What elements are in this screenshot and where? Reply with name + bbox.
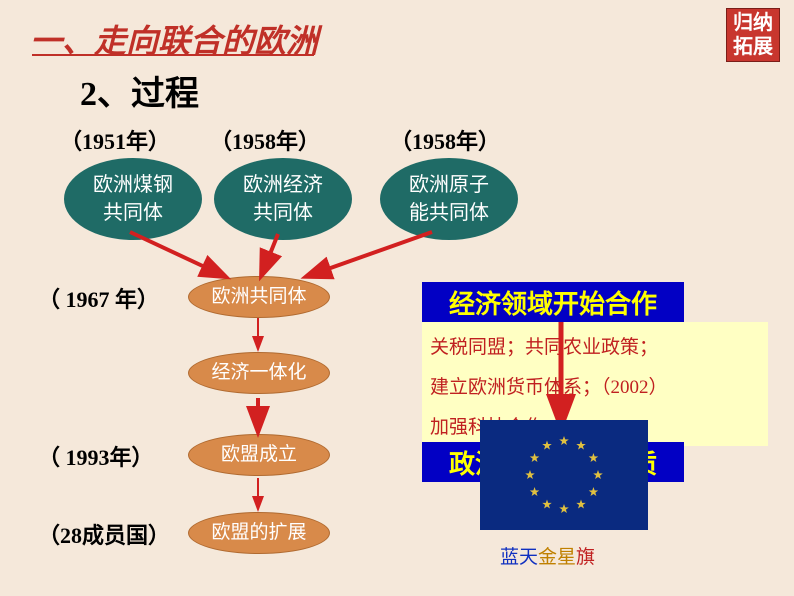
caption-gold: 金星 [538, 547, 576, 568]
node-label: 欧洲共同体 [211, 284, 306, 311]
year-members: （28成员国） [38, 518, 170, 550]
node-label: 欧盟成立 [221, 442, 297, 469]
subtitle: 2、过程 [80, 66, 199, 115]
year-1967: （ 1967 年） [38, 282, 159, 314]
caption-red: 旗 [576, 547, 595, 568]
node-label: 欧洲原子 能共同体 [409, 171, 489, 227]
node-eu-expand: 欧盟的扩展 [188, 512, 330, 554]
node-coal-steel: 欧洲煤钢 共同体 [64, 158, 202, 240]
flag-caption: 蓝天金星旗 [500, 542, 595, 569]
bar-label: 经济领域开始合作 [449, 284, 657, 321]
bar-economic-cooperation: 经济领域开始合作 [422, 282, 684, 322]
year-1958a: （1958年） [210, 124, 320, 156]
title-underline [32, 54, 314, 56]
node-label: 欧洲经济 共同体 [243, 171, 323, 227]
year-1993: （ 1993年） [38, 440, 154, 472]
caption-blue: 蓝天 [500, 547, 538, 568]
year-1958b: （1958年） [390, 124, 500, 156]
seal-stamp: 归纳拓展 [726, 8, 780, 62]
node-economic: 欧洲经济 共同体 [214, 158, 352, 240]
node-integration: 经济一体化 [188, 352, 330, 394]
node-ec: 欧洲共同体 [188, 276, 330, 318]
node-label: 欧洲煤钢 共同体 [93, 171, 173, 227]
node-label: 欧盟的扩展 [211, 520, 306, 547]
eu-flag [480, 420, 648, 530]
year-1951: （1951年） [60, 124, 170, 156]
node-eu-founded: 欧盟成立 [188, 434, 330, 476]
node-label: 经济一体化 [211, 360, 306, 387]
node-atomic: 欧洲原子 能共同体 [380, 158, 518, 240]
